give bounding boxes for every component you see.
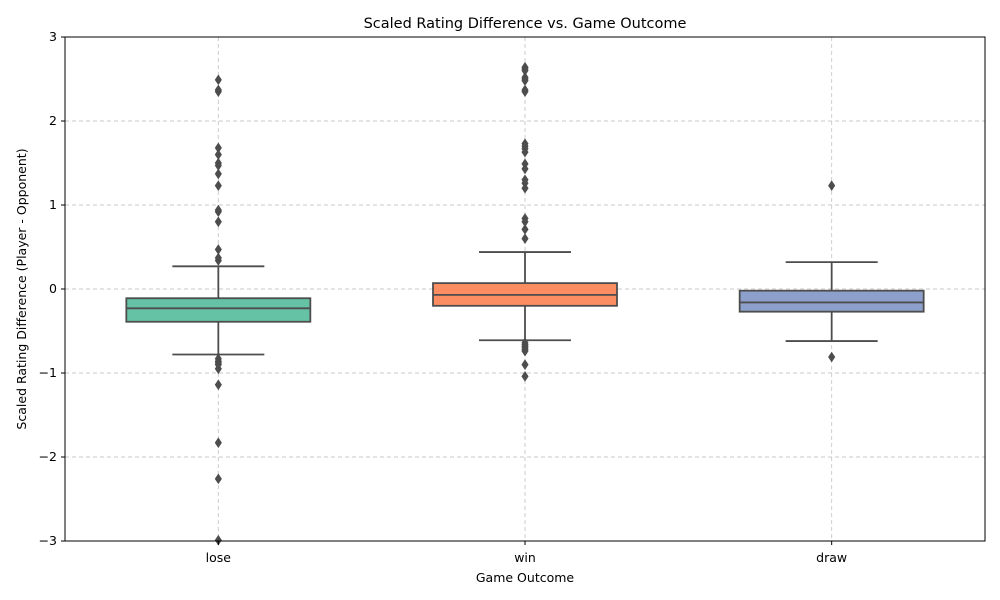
outlier-point bbox=[521, 182, 529, 194]
x-axis-label: Game Outcome bbox=[476, 570, 575, 585]
outlier-point bbox=[214, 168, 222, 180]
outlier-point bbox=[214, 437, 222, 449]
y-tick-label: −2 bbox=[39, 449, 57, 464]
y-tick-label: 3 bbox=[49, 29, 57, 44]
outlier-point bbox=[521, 86, 529, 97]
box-group-lose bbox=[125, 74, 312, 546]
x-tick-label: draw bbox=[816, 550, 847, 565]
tick-layer: −3 −2 −1 0 1 2 3 lose win draw bbox=[39, 29, 848, 565]
y-tick-label: −3 bbox=[39, 533, 57, 548]
outlier-point bbox=[521, 371, 529, 382]
x-tick-label: win bbox=[514, 550, 536, 565]
outlier-point bbox=[521, 359, 529, 370]
y-tick-label: 2 bbox=[49, 113, 57, 128]
outlier-point bbox=[214, 473, 222, 485]
outlier-point bbox=[521, 345, 529, 357]
x-tick-label: lose bbox=[206, 550, 232, 565]
y-tick-label: −1 bbox=[39, 365, 57, 380]
y-tick-label: 1 bbox=[49, 197, 57, 212]
outlier-point bbox=[828, 351, 836, 363]
outlier-point bbox=[214, 86, 222, 97]
y-axis-label: Scaled Rating Difference (Player - Oppon… bbox=[14, 148, 29, 429]
outlier-point bbox=[521, 233, 529, 244]
outlier-point bbox=[521, 146, 529, 158]
outlier-point bbox=[214, 255, 222, 266]
box-group-win bbox=[432, 61, 618, 382]
y-tick-label: 0 bbox=[49, 281, 57, 296]
outlier-point bbox=[214, 216, 222, 228]
box-layer bbox=[125, 61, 925, 546]
box-group-draw bbox=[738, 180, 925, 363]
iqr-box bbox=[738, 289, 925, 313]
outlier-point bbox=[214, 363, 222, 375]
outlier-point bbox=[214, 379, 222, 391]
outlier-point bbox=[828, 180, 836, 192]
outlier-point bbox=[214, 180, 222, 192]
outlier-point bbox=[521, 163, 529, 175]
iqr-box bbox=[125, 297, 312, 323]
chart-title: Scaled Rating Difference vs. Game Outcom… bbox=[364, 16, 687, 32]
